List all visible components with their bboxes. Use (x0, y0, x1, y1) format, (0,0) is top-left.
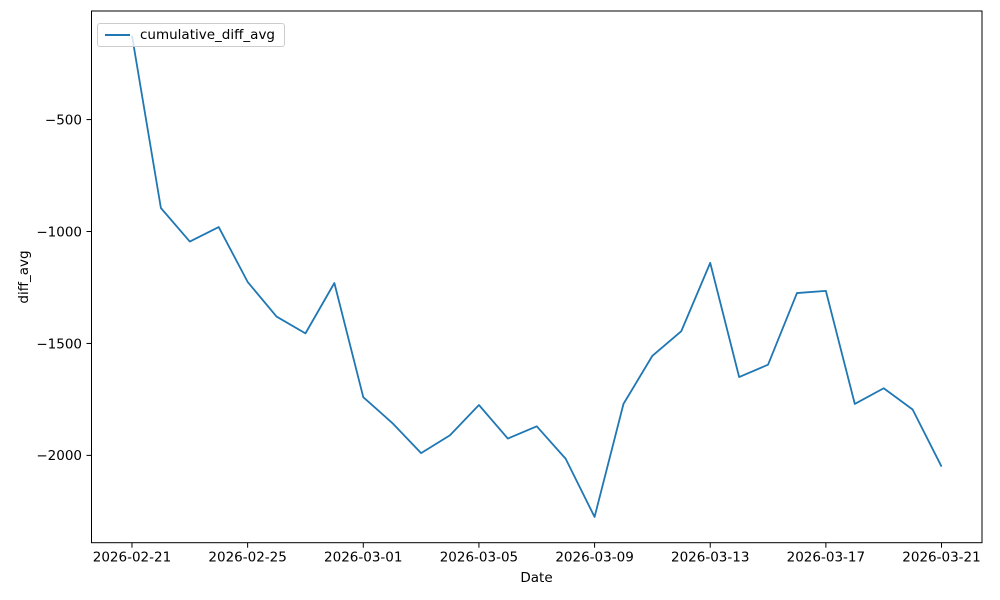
legend: cumulative_diff_avg (97, 23, 285, 47)
y-tick-label: −2000 (36, 448, 82, 464)
y-axis-title: diff_avg (16, 250, 32, 304)
y-tick-label: −500 (45, 112, 82, 128)
y-tick-label: −1500 (36, 336, 82, 352)
x-tick-label: 2026-03-17 (787, 550, 865, 566)
legend-label: cumulative_diff_avg (140, 27, 275, 43)
x-tick-label: 2026-03-01 (324, 550, 402, 566)
data-line-cumulative_diff_avg (131, 35, 943, 518)
y-tick-label: −1000 (36, 224, 82, 240)
x-tick-label: 2026-03-21 (902, 550, 980, 566)
x-tick-label: 2026-02-25 (208, 550, 286, 566)
legend-line-swatch (105, 34, 130, 36)
axes-spines (91, 10, 983, 544)
x-axis-title: Date (520, 570, 553, 586)
x-tick-label: 2026-03-05 (440, 550, 518, 566)
x-tick-label: 2026-03-09 (555, 550, 633, 566)
x-tick-label: 2026-03-13 (671, 550, 749, 566)
x-tick-label: 2026-02-21 (93, 550, 171, 566)
